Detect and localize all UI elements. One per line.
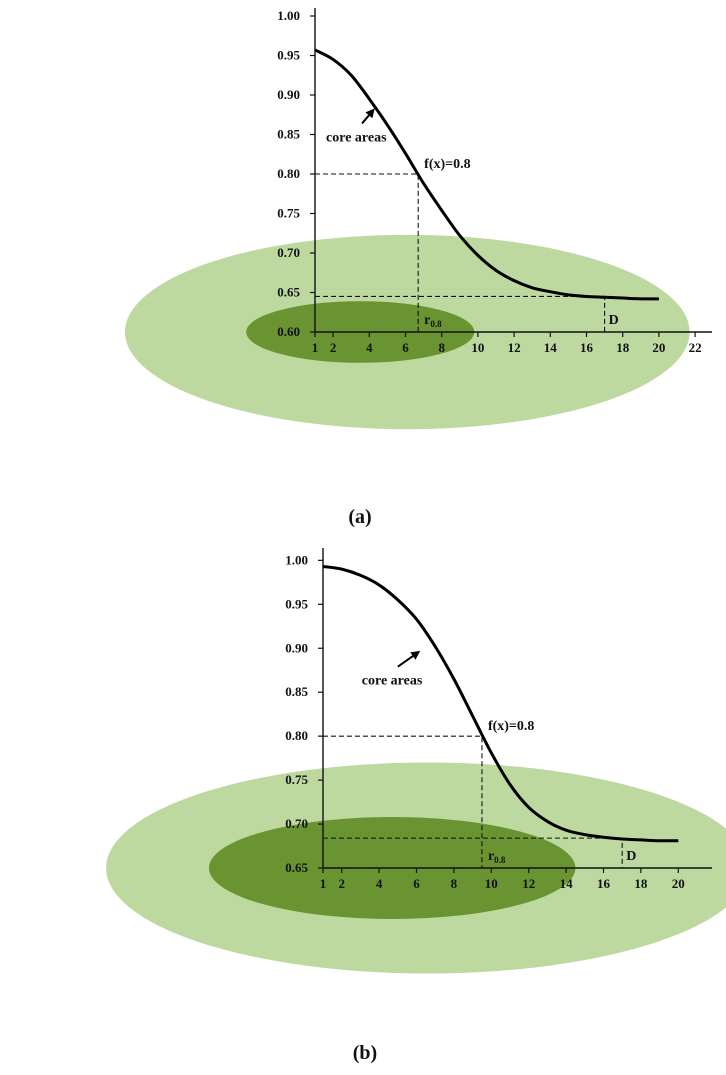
panel-b-x-tick-label: 1 (320, 876, 327, 891)
panel-a-x-tick-label: 12 (508, 340, 521, 355)
panel-a-r-sub: 0.8 (430, 319, 442, 329)
panel-a-x-tick-label: 16 (580, 340, 594, 355)
panel-b-x-tick-label: 2 (338, 876, 345, 891)
panel-b-x-tick-label: 18 (634, 876, 648, 891)
panel-a-x-tick-label: 20 (652, 340, 665, 355)
panel-a-y-tick-label: 0.95 (277, 48, 300, 63)
panel-b-x-tick-label: 10 (485, 876, 498, 891)
panel-b-label: (b) (353, 1042, 377, 1064)
panel-a-x-tick-label: 10 (471, 340, 484, 355)
panel-a-x-tick-label: 4 (366, 340, 373, 355)
panel-b-fx-label: f(x)=0.8 (488, 719, 534, 734)
panel-b-x-tick-label: 6 (413, 876, 420, 891)
panel-b-core-arrow (397, 655, 414, 668)
panel-b-r-main: r (488, 849, 494, 864)
panel-a-x-tick-label: 1 (312, 340, 319, 355)
panel-a-curve (314, 48, 659, 301)
panel-b-y-tick-label: 0.70 (285, 816, 308, 831)
panel-a-chart: 1.00 0.95 0.90 0.85 0.80 0.75 0.70 0.65 0.60 1 2 4 6… (124, 8, 712, 528)
panel-a-label: (a) (348, 506, 371, 528)
panel-a-x-tick-label: 2 (330, 340, 337, 355)
panel-a-r-label: r0.8 (424, 313, 442, 329)
panel-a-y-tick-label: 0.80 (277, 166, 300, 181)
panel-b-core-areas-label: core areas (362, 674, 423, 689)
panel-a-x-tick-label: 22 (689, 340, 702, 355)
panel-b-y-tick-label: 0.80 (285, 728, 308, 743)
panel-b-dashed-line-0.8 (323, 735, 483, 868)
panel-a-core-arrowhead (365, 108, 375, 119)
panel-b-chart: 1.00 0.95 0.90 0.85 0.80 0.75 0.70 0.65 1 2 4 6 8 10 1… (106, 548, 726, 1064)
panel-b-y-tick-label: 0.75 (285, 772, 308, 787)
panel-a-y-tick-label: 0.70 (277, 245, 300, 260)
panel-b-x-tick-label: 8 (451, 876, 458, 891)
panel-a-x-tick-label: 18 (616, 340, 630, 355)
panel-a-y-tick-label: 1.00 (277, 8, 300, 23)
panel-a-x-tick-label: 14 (544, 340, 558, 355)
panel-a-y-tick-label: 0.65 (277, 285, 300, 300)
panel-b-x-tick-label: 14 (560, 876, 574, 891)
panel-a-fx-label: f(x)=0.8 (424, 157, 470, 172)
panel-a-y-tick-label: 0.90 (277, 87, 300, 102)
panel-a-y-tick-label: 0.85 (277, 127, 300, 142)
panel-b-core-arrowhead (410, 650, 421, 660)
panel-a-core-arrow (361, 114, 370, 125)
panel-b-curve (322, 565, 679, 843)
panel-b-y-tick-label: 0.65 (285, 860, 308, 875)
panel-b-y-tick-label: 0.95 (285, 596, 308, 611)
panel-b-r-sub: 0.8 (494, 855, 506, 865)
panel-b-ticks: 1.00 0.95 0.90 0.85 0.80 0.75 0.70 0.65 1 2 4 6 8 10 1… (285, 552, 685, 891)
panel-a-core-areas-label: core areas (326, 130, 387, 145)
panel-b-y-tick-label: 0.90 (285, 640, 308, 655)
panel-b-x-tick-label: 12 (522, 876, 535, 891)
panel-b-x-tick-label: 4 (376, 876, 383, 891)
panel-a-d-label: D (609, 313, 619, 328)
panel-b-y-tick-label: 1.00 (285, 552, 308, 567)
panel-a-x-tick-label: 8 (438, 340, 445, 355)
panel-a-y-tick-label: 0.60 (277, 324, 300, 339)
panel-a-dashed-line-0.8 (315, 173, 419, 332)
panel-b-r-label: r0.8 (488, 849, 506, 865)
panel-a-y-tick-label: 0.75 (277, 206, 300, 221)
panel-b-x-tick-label: 20 (672, 876, 685, 891)
panel-b-d-label: D (626, 849, 636, 864)
panel-a-r-main: r (424, 313, 430, 328)
panel-a-ticks: 1.00 0.95 0.90 0.85 0.80 0.75 0.70 0.65 0.60 1 2 4 6… (277, 8, 701, 355)
panel-b-x-tick-label: 16 (597, 876, 611, 891)
panel-b-y-tick-label: 0.85 (285, 684, 308, 699)
panel-a-x-tick-label: 6 (402, 340, 409, 355)
